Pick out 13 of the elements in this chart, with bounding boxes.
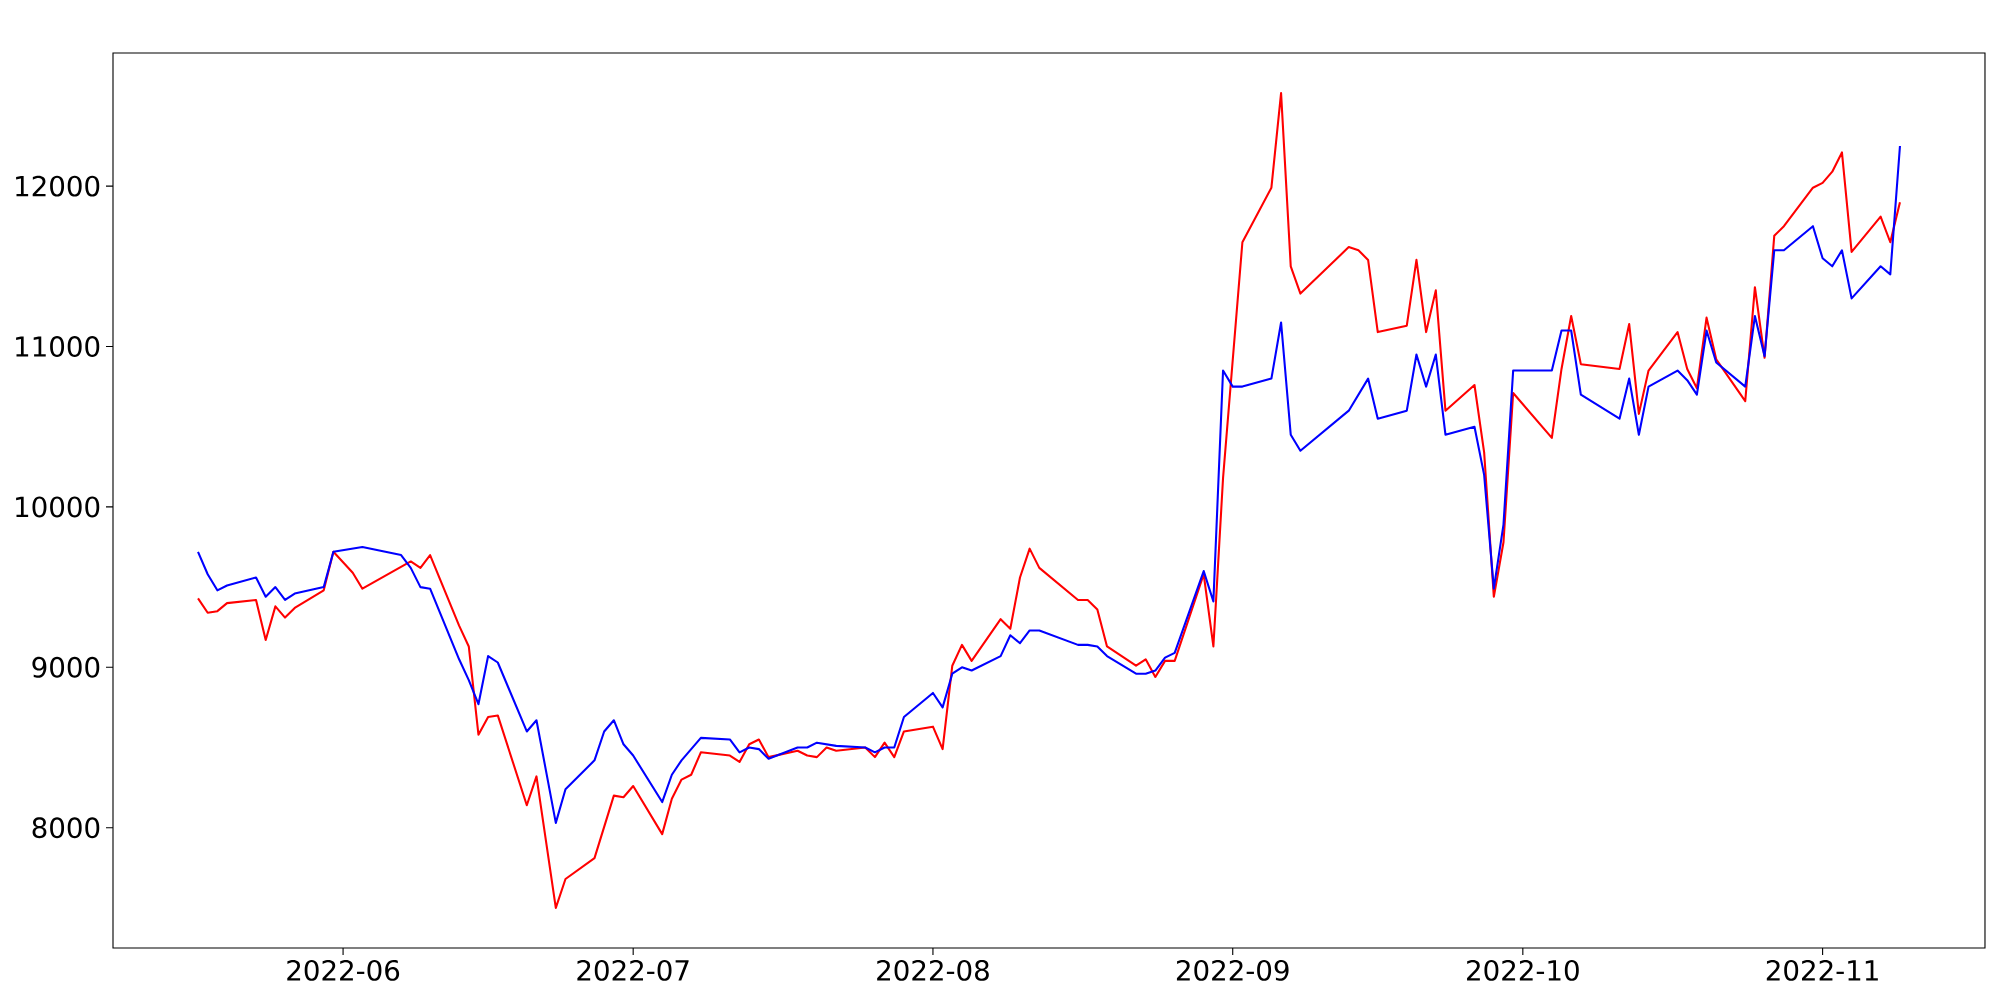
x-tick-label: 2022-08: [877, 959, 989, 981]
line-series: [196, 92, 1901, 909]
x-tick-label: 2022-07: [577, 959, 689, 981]
y-tick-label: 9000: [32, 656, 100, 678]
x-tick-label: 2022-11: [1766, 959, 1878, 981]
y-tick-label: 12000: [16, 175, 100, 197]
y-tick-label: 10000: [16, 496, 100, 518]
y-tick-label: 8000: [32, 817, 100, 839]
x-tick-label: 2022-09: [1176, 959, 1289, 981]
x-tick-label: 2022-06: [287, 959, 400, 981]
y-tick-label: 11000: [16, 336, 100, 357]
line-series: [196, 144, 1901, 824]
x-tick-label: 2022-10: [1467, 959, 1579, 981]
